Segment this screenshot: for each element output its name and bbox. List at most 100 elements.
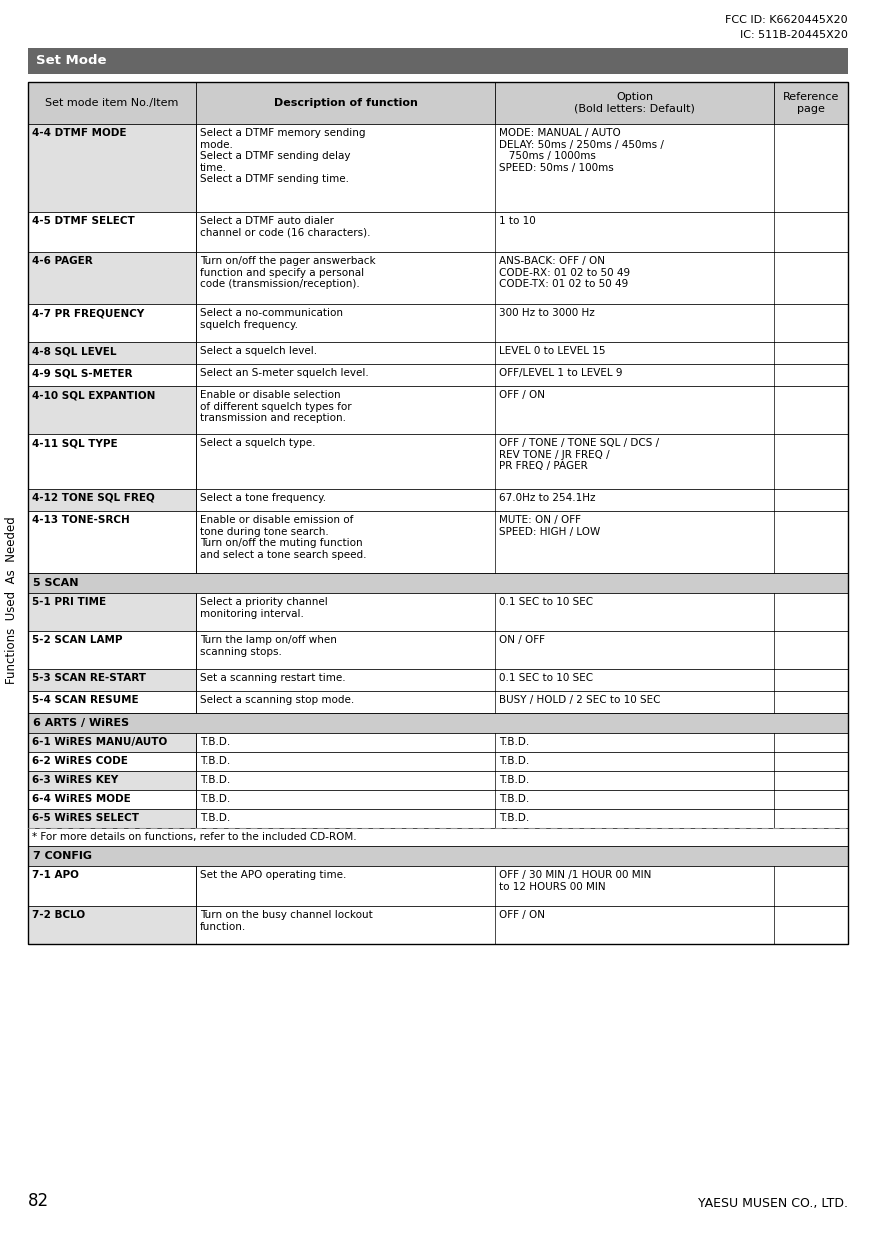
Bar <box>196 124 848 212</box>
Bar <box>28 48 848 74</box>
Bar <box>28 365 196 386</box>
Text: ANS-BACK: OFF / ON
CODE-RX: 01 02 to 50 49
CODE-TX: 01 02 to 50 49: ANS-BACK: OFF / ON CODE-RX: 01 02 to 50 … <box>499 255 630 289</box>
Bar <box>28 434 196 489</box>
Bar <box>196 691 848 713</box>
Bar <box>28 342 196 365</box>
Text: Turn the lamp on/off when
scanning stops.: Turn the lamp on/off when scanning stops… <box>200 635 337 657</box>
Text: 4-4 DTMF MODE: 4-4 DTMF MODE <box>32 128 127 138</box>
Text: T.B.D.: T.B.D. <box>499 737 530 746</box>
Bar <box>28 511 196 573</box>
Bar <box>196 365 848 386</box>
Text: ON / OFF: ON / OFF <box>499 635 546 645</box>
Bar <box>28 808 196 828</box>
Text: Turn on the busy channel lockout
function.: Turn on the busy channel lockout functio… <box>200 910 373 931</box>
Bar <box>196 304 848 342</box>
Bar <box>28 573 848 593</box>
Text: Option
(Bold letters: Default): Option (Bold letters: Default) <box>574 92 695 114</box>
Text: 1 to 10: 1 to 10 <box>499 216 536 226</box>
Text: Select a tone frequency.: Select a tone frequency. <box>200 494 327 503</box>
Bar <box>28 631 196 670</box>
Text: 7 CONFIG: 7 CONFIG <box>33 851 92 861</box>
Text: 4-13 TONE-SRCH: 4-13 TONE-SRCH <box>32 515 130 525</box>
Text: 4-12 TONE SQL FREQ: 4-12 TONE SQL FREQ <box>32 494 155 503</box>
Bar <box>28 771 196 790</box>
Text: Set mode item No./Item: Set mode item No./Item <box>45 98 179 108</box>
Bar <box>28 751 196 771</box>
Text: LEVEL 0 to LEVEL 15: LEVEL 0 to LEVEL 15 <box>499 346 606 356</box>
Text: 5-3 SCAN RE-START: 5-3 SCAN RE-START <box>32 673 146 683</box>
Text: 4-10 SQL EXPANTION: 4-10 SQL EXPANTION <box>32 391 155 401</box>
Bar <box>196 771 848 790</box>
Text: 5 SCAN: 5 SCAN <box>33 578 79 588</box>
Text: OFF / 30 MIN /1 HOUR 00 MIN
to 12 HOURS 00 MIN: OFF / 30 MIN /1 HOUR 00 MIN to 12 HOURS … <box>499 870 652 892</box>
Text: Enable or disable emission of
tone during tone search.
Turn on/off the muting fu: Enable or disable emission of tone durin… <box>200 515 367 559</box>
Text: Set a scanning restart time.: Set a scanning restart time. <box>200 673 346 683</box>
Text: 5-2 SCAN LAMP: 5-2 SCAN LAMP <box>32 635 122 645</box>
Text: 67.0Hz to 254.1Hz: 67.0Hz to 254.1Hz <box>499 494 596 503</box>
Text: 7-2 BCLO: 7-2 BCLO <box>32 910 86 920</box>
Text: Set Mode: Set Mode <box>36 55 107 67</box>
Text: Enable or disable selection
of different squelch types for
transmission and rece: Enable or disable selection of different… <box>200 391 352 423</box>
Bar <box>28 212 196 252</box>
Text: 4-5 DTMF SELECT: 4-5 DTMF SELECT <box>32 216 134 226</box>
Bar <box>196 751 848 771</box>
Text: MUTE: ON / OFF
SPEED: HIGH / LOW: MUTE: ON / OFF SPEED: HIGH / LOW <box>499 515 601 537</box>
Text: 0.1 SEC to 10 SEC: 0.1 SEC to 10 SEC <box>499 673 594 683</box>
Text: 4-9 SQL S-METER: 4-9 SQL S-METER <box>32 368 133 378</box>
Bar <box>196 212 848 252</box>
Bar <box>196 386 848 434</box>
Bar <box>28 386 196 434</box>
Text: 4-7 PR FREQUENCY: 4-7 PR FREQUENCY <box>32 308 144 317</box>
Bar <box>28 82 848 124</box>
Text: T.B.D.: T.B.D. <box>499 794 530 804</box>
Text: YAESU MUSEN CO., LTD.: YAESU MUSEN CO., LTD. <box>698 1197 848 1210</box>
Bar <box>196 906 848 944</box>
Bar <box>196 866 848 906</box>
Text: T.B.D.: T.B.D. <box>499 813 530 823</box>
Text: Select an S-meter squelch level.: Select an S-meter squelch level. <box>200 368 369 378</box>
Text: Functions  Used  As  Needed: Functions Used As Needed <box>5 516 18 684</box>
Text: Description of function: Description of function <box>274 98 417 108</box>
Text: OFF / ON: OFF / ON <box>499 910 546 920</box>
Bar <box>196 670 848 691</box>
Text: Select a squelch level.: Select a squelch level. <box>200 346 317 356</box>
Bar <box>196 342 848 365</box>
Bar <box>28 82 848 944</box>
Text: OFF / ON: OFF / ON <box>499 391 546 401</box>
Text: 6-1 WiRES MANU/AUTO: 6-1 WiRES MANU/AUTO <box>32 737 168 746</box>
Text: 4-11 SQL TYPE: 4-11 SQL TYPE <box>32 438 118 448</box>
Text: OFF/LEVEL 1 to LEVEL 9: OFF/LEVEL 1 to LEVEL 9 <box>499 368 623 378</box>
Text: T.B.D.: T.B.D. <box>499 756 530 766</box>
Text: 6-3 WiRES KEY: 6-3 WiRES KEY <box>32 775 118 785</box>
Text: Select a DTMF memory sending
mode.
Select a DTMF sending delay
time.
Select a DT: Select a DTMF memory sending mode. Selec… <box>200 128 366 185</box>
Text: 300 Hz to 3000 Hz: 300 Hz to 3000 Hz <box>499 308 595 317</box>
Bar <box>196 631 848 670</box>
Text: T.B.D.: T.B.D. <box>200 775 230 785</box>
Bar <box>28 790 196 808</box>
Bar <box>196 511 848 573</box>
Text: 5-4 SCAN RESUME: 5-4 SCAN RESUME <box>32 694 139 706</box>
Text: OFF / TONE / TONE SQL / DCS /
REV TONE / JR FREQ /
PR FREQ / PAGER: OFF / TONE / TONE SQL / DCS / REV TONE /… <box>499 438 659 471</box>
Bar <box>28 866 196 906</box>
Text: Set the APO operating time.: Set the APO operating time. <box>200 870 347 880</box>
Bar <box>28 906 196 944</box>
Bar <box>28 670 196 691</box>
Text: Reference
page: Reference page <box>783 92 839 114</box>
Text: 6-4 WiRES MODE: 6-4 WiRES MODE <box>32 794 131 804</box>
Text: Select a squelch type.: Select a squelch type. <box>200 438 316 448</box>
Text: T.B.D.: T.B.D. <box>200 737 230 746</box>
Text: MODE: MANUAL / AUTO
DELAY: 50ms / 250ms / 450ms /
   750ms / 1000ms
SPEED: 50ms : MODE: MANUAL / AUTO DELAY: 50ms / 250ms … <box>499 128 664 172</box>
Text: 7-1 APO: 7-1 APO <box>32 870 79 880</box>
Text: 82: 82 <box>28 1192 49 1210</box>
Text: IC: 511B-20445X20: IC: 511B-20445X20 <box>740 30 848 40</box>
Bar <box>196 733 848 751</box>
Bar <box>28 252 196 304</box>
Text: FCC ID: K6620445X20: FCC ID: K6620445X20 <box>725 15 848 25</box>
Text: 0.1 SEC to 10 SEC: 0.1 SEC to 10 SEC <box>499 596 594 608</box>
Bar <box>28 691 196 713</box>
Text: BUSY / HOLD / 2 SEC to 10 SEC: BUSY / HOLD / 2 SEC to 10 SEC <box>499 694 661 706</box>
Bar <box>196 252 848 304</box>
Bar <box>196 593 848 631</box>
Text: T.B.D.: T.B.D. <box>200 756 230 766</box>
Bar <box>28 304 196 342</box>
